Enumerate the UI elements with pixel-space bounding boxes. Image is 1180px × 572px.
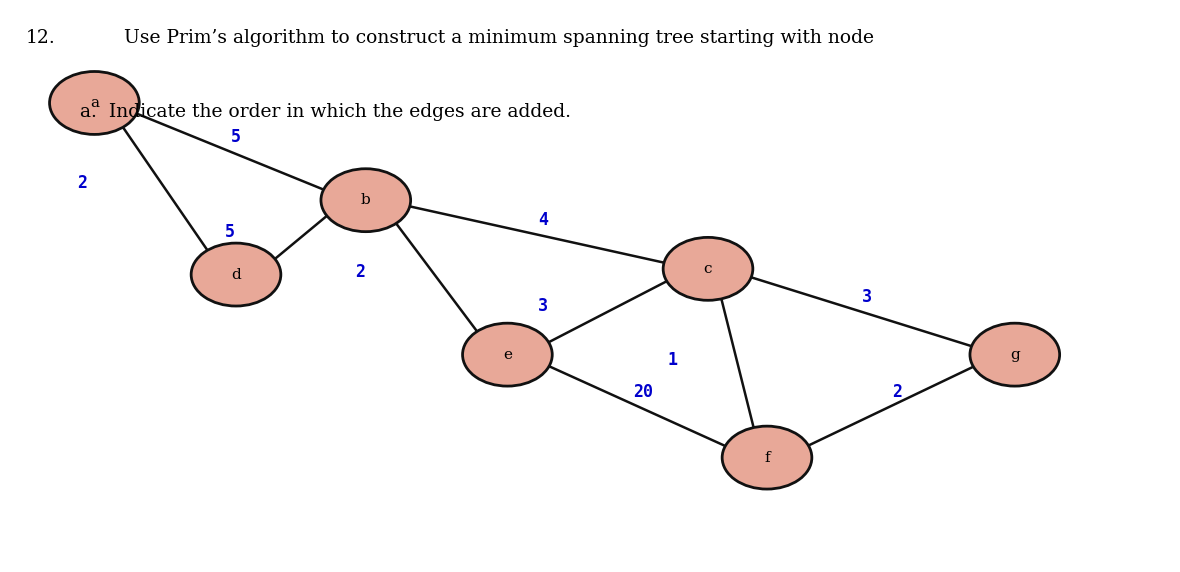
Ellipse shape [463,323,552,386]
Text: 3: 3 [863,288,872,307]
Text: b: b [361,193,371,207]
Text: 5: 5 [231,128,241,146]
Text: g: g [1010,348,1020,362]
Text: 5: 5 [225,223,235,241]
Text: 3: 3 [538,297,548,315]
Ellipse shape [50,72,139,134]
Text: 12.: 12. [26,29,55,46]
Ellipse shape [722,426,812,489]
Ellipse shape [321,169,411,232]
Text: d: d [231,268,241,281]
Text: 2: 2 [355,263,365,281]
Text: 2: 2 [78,174,87,192]
Ellipse shape [191,243,281,306]
Text: f: f [765,451,769,464]
Text: 20: 20 [634,383,653,401]
Text: a.  Indicate the order in which the edges are added.: a. Indicate the order in which the edges… [80,103,571,121]
Ellipse shape [970,323,1060,386]
Ellipse shape [663,237,753,300]
Text: 2: 2 [892,383,902,401]
Text: 1: 1 [668,351,677,370]
Text: c: c [703,262,713,276]
Text: e: e [503,348,512,362]
Text: a: a [90,96,99,110]
Text: Use Prim’s algorithm to construct a minimum spanning tree starting with node: Use Prim’s algorithm to construct a mini… [124,29,874,46]
Text: 4: 4 [538,211,548,229]
